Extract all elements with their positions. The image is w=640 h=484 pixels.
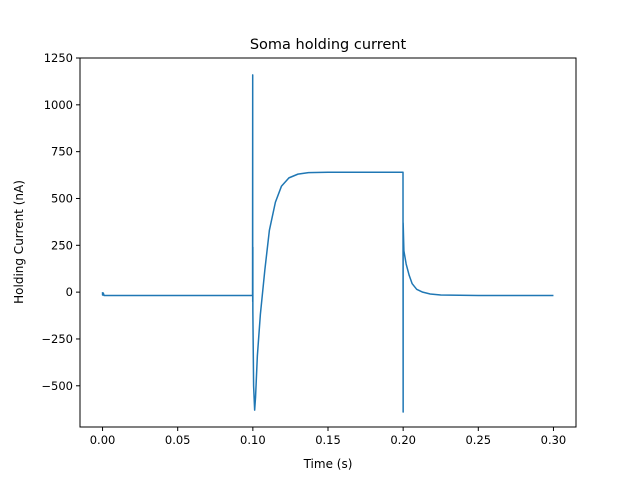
x-tick-label: 0.10 [240, 433, 266, 447]
y-tick-label: 500 [51, 191, 73, 205]
plot-area [101, 74, 554, 413]
chart-title: Soma holding current [250, 37, 407, 53]
series-line-0 [101, 74, 554, 413]
y-tick-label: 750 [51, 145, 73, 159]
x-tick-label: 0.00 [90, 433, 116, 447]
y-axis: −500 −250 0 250 500 750 1000 1250 [41, 51, 80, 393]
x-tick-label: 0.15 [315, 433, 341, 447]
y-tick-label: 1250 [44, 51, 73, 65]
x-tick-label: 0.20 [390, 433, 416, 447]
x-axis: 0.00 0.05 0.10 0.15 0.20 0.25 0.30 [90, 427, 567, 447]
x-tick-label: 0.05 [165, 433, 191, 447]
y-tick-label: −250 [41, 332, 73, 346]
y-axis-label: Holding Current (nA) [12, 180, 26, 304]
x-axis-label: Time (s) [303, 457, 353, 471]
y-tick-label: −500 [41, 379, 73, 393]
y-tick-label: 1000 [44, 98, 73, 112]
x-tick-label: 0.30 [541, 433, 567, 447]
y-tick-label: 0 [66, 285, 73, 299]
x-tick-label: 0.25 [465, 433, 491, 447]
y-tick-label: 250 [51, 238, 73, 252]
